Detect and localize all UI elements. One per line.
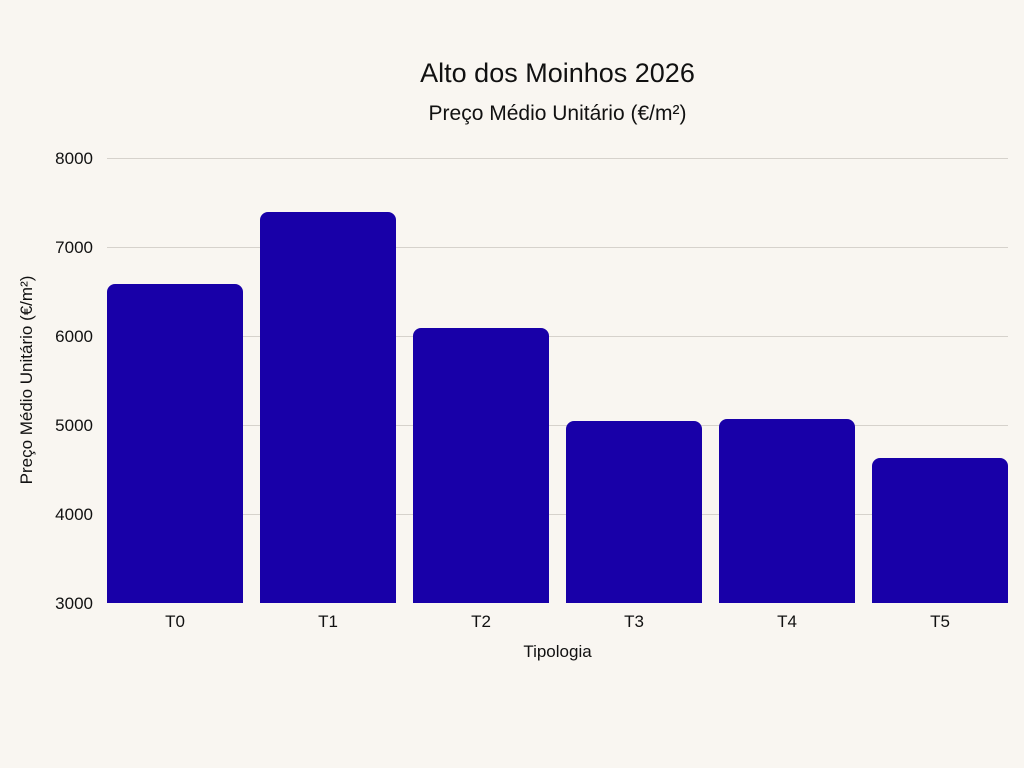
chart-subtitle: Preço Médio Unitário (€/m²) <box>428 102 687 125</box>
y-axis-label: Preço Médio Unitário (€/m²) <box>17 275 36 485</box>
bar-t1 <box>260 212 396 603</box>
x-axis-label: Tipologia <box>523 642 592 661</box>
x-tick-t3: T3 <box>624 612 644 631</box>
y-tick-4000: 4000 <box>55 505 93 524</box>
bar-t3 <box>566 421 702 603</box>
gridline-7000 <box>107 247 1008 248</box>
gridline-5000 <box>107 425 1008 426</box>
y-tick-3000: 3000 <box>55 594 93 613</box>
y-tick-7000: 7000 <box>55 238 93 257</box>
bar-t0 <box>107 283 243 603</box>
x-tick-t1: T1 <box>318 612 338 631</box>
bar-t4 <box>719 419 855 603</box>
y-tick-8000: 8000 <box>55 149 93 168</box>
gridline-4000 <box>107 514 1008 515</box>
bar-t2 <box>413 328 549 603</box>
plot-area <box>107 158 1008 603</box>
x-tick-t0: T0 <box>165 612 185 631</box>
gridline-6000 <box>107 336 1008 337</box>
gridline-8000 <box>107 158 1008 159</box>
chart-title: Alto dos Moinhos 2026 <box>420 58 695 88</box>
x-tick-t4: T4 <box>777 612 797 631</box>
bar-t5 <box>872 457 1008 603</box>
y-tick-6000: 6000 <box>55 327 93 346</box>
y-tick-5000: 5000 <box>55 416 93 435</box>
x-tick-t5: T5 <box>930 612 950 631</box>
x-tick-t2: T2 <box>471 612 491 631</box>
